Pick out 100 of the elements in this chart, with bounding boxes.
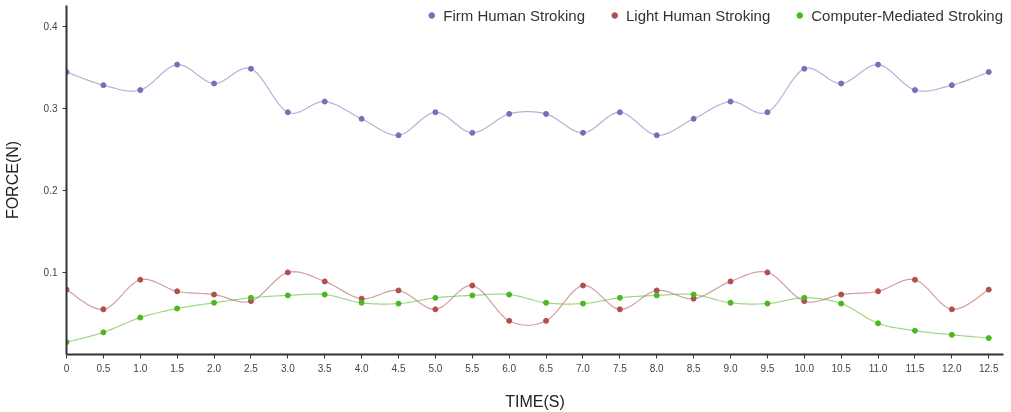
point xyxy=(653,132,660,139)
point xyxy=(764,269,771,276)
point xyxy=(985,335,992,342)
point xyxy=(690,291,697,298)
point xyxy=(653,287,660,294)
point xyxy=(727,278,734,285)
point xyxy=(100,82,107,89)
x-tick-label: 11.0 xyxy=(868,362,888,374)
point xyxy=(764,300,771,307)
x-tick-label: 10.5 xyxy=(831,362,852,374)
point xyxy=(616,306,623,313)
x-tick-label: 9.5 xyxy=(760,362,775,374)
point xyxy=(100,306,107,313)
y-tick-label: 0.2 xyxy=(43,185,58,197)
point xyxy=(174,305,181,312)
point xyxy=(100,329,107,336)
point xyxy=(506,317,513,324)
y-tick-label: 0.3 xyxy=(43,103,58,115)
point xyxy=(911,276,918,283)
point xyxy=(543,110,550,117)
y-tick-label: 0.4 xyxy=(43,21,58,33)
point xyxy=(653,292,660,299)
point xyxy=(838,80,845,87)
x-tick-label: 12.0 xyxy=(942,362,963,374)
legend-label: Light Human Stroking xyxy=(625,6,771,24)
point xyxy=(469,292,476,299)
x-tick-label: 3.5 xyxy=(317,362,333,374)
point xyxy=(469,129,476,136)
x-tick-label: 7.5 xyxy=(612,362,628,374)
point xyxy=(543,299,550,306)
x-axis-title: TIME(S) xyxy=(505,392,565,410)
x-tick-label: 9.0 xyxy=(723,362,738,374)
point xyxy=(801,294,808,301)
point xyxy=(985,69,992,76)
point xyxy=(616,109,623,116)
x-tick-label: 2.0 xyxy=(207,362,222,374)
x-tick-label: 4.0 xyxy=(354,362,370,374)
x-tick-label: 12.5 xyxy=(979,362,999,374)
point xyxy=(948,306,955,313)
point xyxy=(690,115,697,122)
point xyxy=(616,294,623,301)
point xyxy=(358,299,365,306)
point xyxy=(321,98,328,105)
y-axis-title: FORCE(N) xyxy=(3,140,21,220)
point xyxy=(321,278,328,285)
point xyxy=(875,61,882,68)
x-tick-label: 3.0 xyxy=(280,362,296,374)
point xyxy=(211,291,218,298)
point xyxy=(174,288,181,295)
point xyxy=(875,320,882,327)
point xyxy=(358,115,365,122)
point xyxy=(395,132,402,139)
point xyxy=(469,282,476,289)
point xyxy=(506,291,513,298)
x-tick-label: 8.0 xyxy=(649,362,665,374)
point xyxy=(543,317,550,324)
x-tick-label: 8.5 xyxy=(686,362,702,374)
x-tick-label: 5.0 xyxy=(428,362,443,374)
point xyxy=(137,314,144,321)
point xyxy=(801,65,808,72)
point xyxy=(137,276,144,283)
point xyxy=(579,300,586,307)
point xyxy=(284,109,291,116)
point xyxy=(764,109,771,116)
x-tick-label: 4.5 xyxy=(391,362,406,374)
x-tick-label: 11.5 xyxy=(905,362,925,374)
x-tick-label: 6.5 xyxy=(539,362,554,374)
y-tick-label: 0.1 xyxy=(43,267,58,279)
point xyxy=(875,288,882,295)
point xyxy=(247,65,254,72)
point xyxy=(247,294,254,301)
point xyxy=(948,82,955,89)
point xyxy=(985,286,992,293)
x-tick-label: 6.0 xyxy=(502,362,517,374)
point xyxy=(579,282,586,289)
x-tick-label: 1.5 xyxy=(170,362,185,374)
legend-label: Computer-Mediated Stroking xyxy=(811,6,1003,24)
point xyxy=(579,129,586,136)
point xyxy=(727,98,734,105)
point xyxy=(137,87,144,94)
point xyxy=(395,287,402,294)
x-tick-label: 10.0 xyxy=(794,362,815,374)
point xyxy=(432,294,439,301)
point xyxy=(432,306,439,313)
point xyxy=(284,269,291,276)
x-tick-label: 1.0 xyxy=(133,362,148,374)
point xyxy=(395,300,402,307)
x-tick-label: 0.5 xyxy=(96,362,111,374)
point xyxy=(432,109,439,116)
point xyxy=(211,80,218,87)
point xyxy=(911,87,918,94)
point xyxy=(321,291,328,298)
x-tick-label: 7.0 xyxy=(576,362,591,374)
point xyxy=(727,299,734,306)
point xyxy=(911,327,918,334)
point xyxy=(506,110,513,117)
point xyxy=(838,291,845,298)
x-tick-label: 0 xyxy=(63,362,70,374)
x-tick-label: 5.5 xyxy=(465,362,480,374)
point xyxy=(174,61,181,68)
